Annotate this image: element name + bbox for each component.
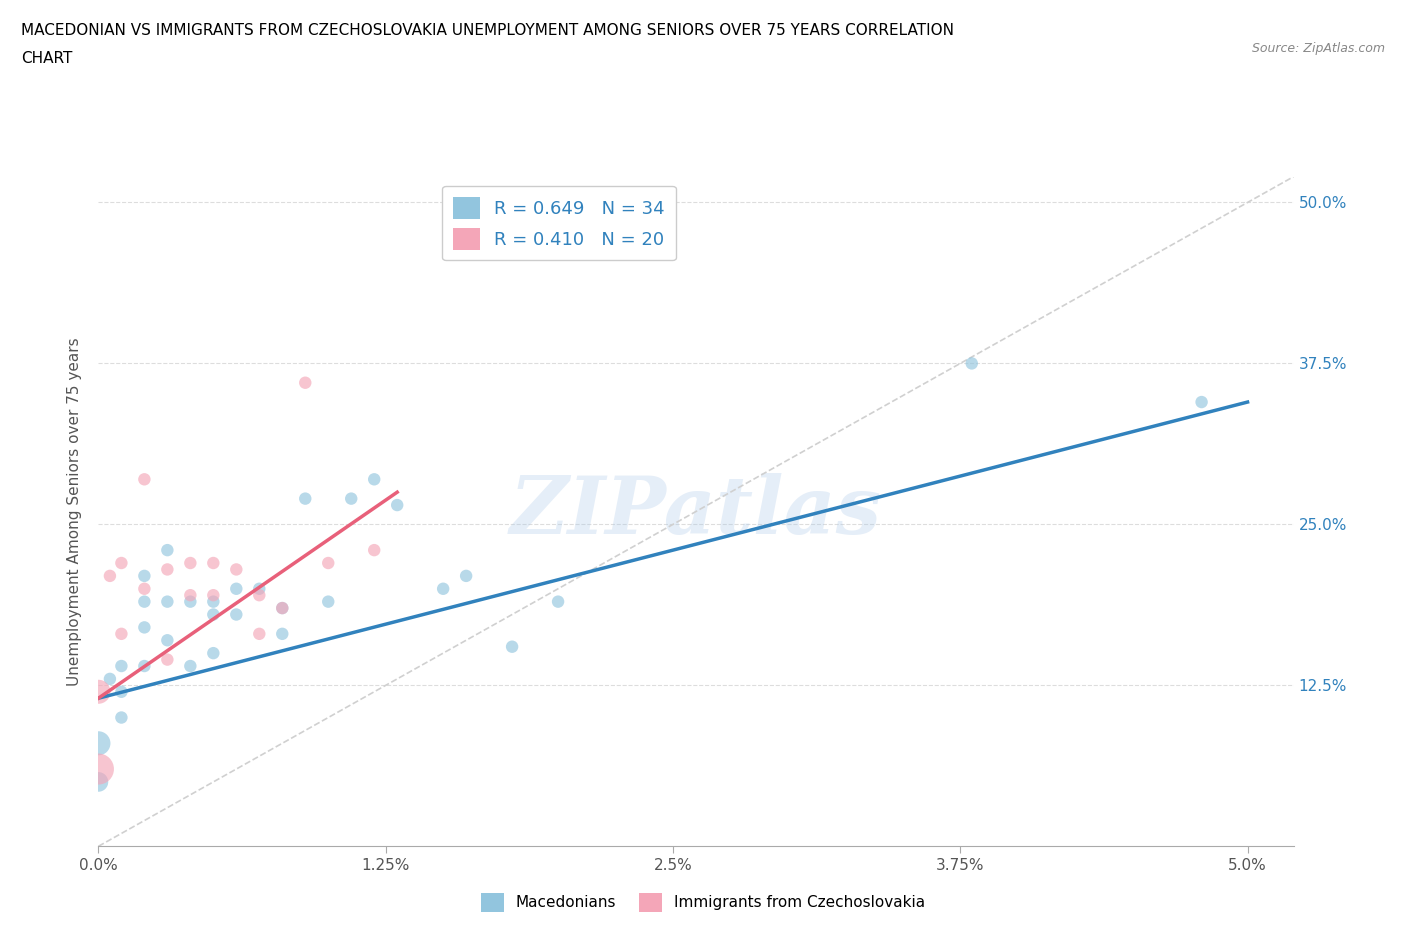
Point [134, 658, 156, 673]
Legend: R = 0.649   N = 34, R = 0.410   N = 20: R = 0.649 N = 34, R = 0.410 N = 20 [441, 186, 676, 260]
Point [134, 581, 156, 596]
Point [202, 645, 225, 660]
Point [179, 555, 201, 570]
Point [225, 562, 247, 577]
Point [316, 594, 339, 609]
Point [202, 588, 225, 603]
Point [98, 568, 121, 583]
Point [225, 607, 247, 622]
Point [202, 607, 225, 622]
Point [156, 652, 179, 667]
Point [501, 639, 523, 654]
Point [247, 627, 270, 642]
Point [547, 594, 569, 609]
Point [960, 356, 983, 371]
Text: MACEDONIAN VS IMMIGRANTS FROM CZECHOSLOVAKIA UNEMPLOYMENT AMONG SENIORS OVER 75 : MACEDONIAN VS IMMIGRANTS FROM CZECHOSLOV… [21, 23, 955, 38]
Point [87, 775, 110, 790]
Point [271, 627, 294, 642]
Point [385, 498, 409, 512]
Text: ZIPatlas: ZIPatlas [510, 472, 882, 551]
Point [316, 555, 339, 570]
Point [363, 543, 385, 558]
Point [247, 581, 270, 596]
Point [134, 620, 156, 635]
Point [271, 601, 294, 616]
Point [110, 711, 132, 725]
Point [179, 658, 201, 673]
Text: Source: ZipAtlas.com: Source: ZipAtlas.com [1251, 42, 1385, 55]
Point [294, 376, 316, 391]
Point [156, 562, 179, 577]
Point [156, 594, 179, 609]
Point [456, 568, 478, 583]
Point [340, 491, 363, 506]
Point [179, 594, 201, 609]
Point [247, 588, 270, 603]
Point [1191, 394, 1213, 409]
Point [179, 588, 201, 603]
Point [87, 736, 110, 751]
Y-axis label: Unemployment Among Seniors over 75 years: Unemployment Among Seniors over 75 years [67, 338, 83, 685]
Point [110, 658, 132, 673]
Point [110, 684, 132, 699]
Point [202, 594, 225, 609]
Text: CHART: CHART [21, 51, 73, 66]
Point [225, 581, 247, 596]
Point [134, 594, 156, 609]
Point [110, 555, 132, 570]
Point [87, 762, 110, 777]
Point [134, 568, 156, 583]
Point [363, 472, 385, 486]
Point [432, 581, 454, 596]
Point [202, 555, 225, 570]
Point [156, 632, 179, 647]
Point [294, 491, 316, 506]
Legend: Macedonians, Immigrants from Czechoslovakia: Macedonians, Immigrants from Czechoslova… [474, 887, 932, 918]
Point [271, 601, 294, 616]
Point [110, 627, 132, 642]
Point [87, 684, 110, 699]
Point [134, 472, 156, 486]
Point [156, 543, 179, 558]
Point [98, 671, 121, 686]
